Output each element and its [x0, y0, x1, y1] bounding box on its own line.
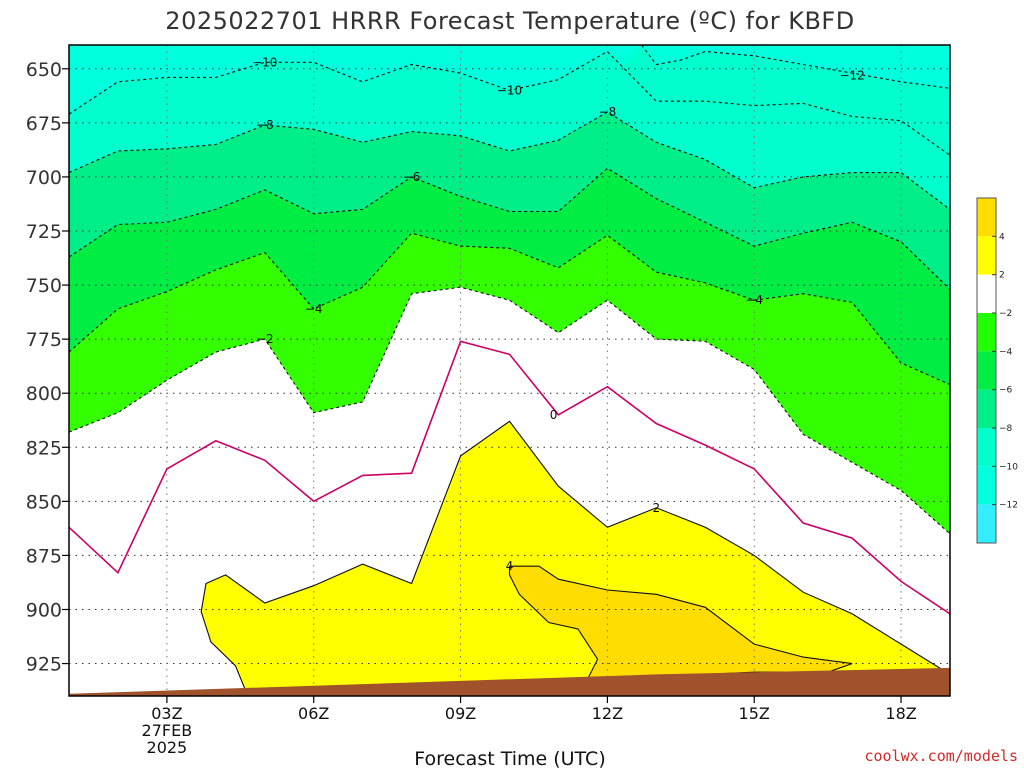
colorbar-band: [977, 351, 996, 390]
contour-line--8: [69, 111, 950, 210]
colorbar-label: 4: [999, 232, 1005, 242]
contour-label: −2: [256, 332, 274, 346]
y-tick-label: 925: [26, 654, 62, 676]
contour-line-0: [69, 340, 950, 615]
fill-plus-2: [145, 421, 950, 696]
ground-terrain: [69, 667, 950, 696]
y-tick-label: 850: [26, 491, 62, 513]
y-tick-label: 700: [26, 167, 62, 189]
y-tick-label: 675: [26, 113, 62, 135]
colorbar-band: [977, 428, 996, 467]
colorbar-label: −10: [999, 462, 1018, 472]
x-tick-label: 09Z: [445, 704, 476, 723]
x-tick-label: 2025: [147, 738, 188, 757]
y-tick-label: 825: [26, 437, 62, 459]
y-tick-label: 725: [26, 221, 62, 243]
colorbar-label: 2: [999, 271, 1005, 281]
contour-label: −10: [497, 83, 522, 97]
y-tick-label: 775: [26, 329, 62, 351]
y-axis: 650 675 700 725 750 775 800 825 850 875 900 925: [26, 59, 69, 676]
contour-line--10: [69, 50, 950, 156]
contour-label: 2: [653, 501, 661, 515]
contour-label: −8: [599, 105, 617, 119]
contour-label: 4: [506, 559, 514, 573]
contour-line--2: [69, 286, 950, 535]
credit-text: coolwx.com/models: [864, 747, 1018, 765]
colorbar-label: −4: [999, 347, 1013, 357]
x-tick-label: 12Z: [592, 704, 623, 723]
x-axis-label: Forecast Time (UTC): [414, 748, 605, 768]
x-tick-label: 27FEB: [142, 721, 193, 740]
colorbar-band: [977, 236, 996, 275]
contour-label: 0: [550, 408, 558, 422]
x-tick-label: 06Z: [298, 704, 329, 723]
grid-lines: [69, 45, 950, 696]
colorbar-band: [977, 274, 996, 313]
contour-lines: [69, 45, 950, 690]
y-tick-label: 650: [26, 59, 62, 81]
contour-label: −4: [745, 293, 763, 307]
contour-line--6: [69, 167, 950, 290]
contour-label: −4: [305, 302, 323, 316]
y-tick-label: 800: [26, 383, 62, 405]
contour-label: −6: [403, 170, 421, 184]
x-tick-label: 18Z: [885, 704, 916, 723]
plot-frame: [68, 44, 951, 697]
contour-label: −8: [256, 118, 274, 132]
colorbar-band: [977, 389, 996, 428]
colorbar-band: [977, 313, 996, 352]
contour-line--4: [69, 232, 950, 386]
chart-title: 2025022701 HRRR Forecast Temperature (ºC…: [165, 7, 854, 35]
colorbar-label: −12: [999, 501, 1018, 511]
contour-label: −10: [252, 55, 277, 69]
y-tick-label: 750: [26, 275, 62, 297]
contour-label: −12: [839, 68, 864, 82]
contour-line-2: [200, 420, 950, 690]
fill-plus-4: [509, 566, 853, 679]
y-tick-label: 900: [26, 599, 62, 621]
contour-line--12: [641, 45, 950, 89]
colorbar-frame: [976, 197, 997, 544]
plot-area: [69, 45, 950, 696]
colorbar-legend: 4 2 −2 −4 −6 −8 −10 −12: [976, 197, 1018, 544]
x-tick-label: 03Z: [151, 704, 182, 723]
colorbar-label: −8: [999, 424, 1013, 434]
colorbar-label: −2: [999, 309, 1012, 319]
colorbar-band: [977, 504, 996, 543]
x-tick-label: 15Z: [739, 704, 770, 723]
contour-labels: −12 −10 −10 −8 −8 −6 −4 −4 −2 0 2 4: [252, 55, 865, 573]
colorbar-band: [977, 466, 996, 505]
y-tick-label: 875: [26, 545, 62, 567]
contour-line-4: [508, 565, 853, 680]
colorbar-band: [977, 198, 996, 237]
colorbar-label: −6: [999, 386, 1013, 396]
